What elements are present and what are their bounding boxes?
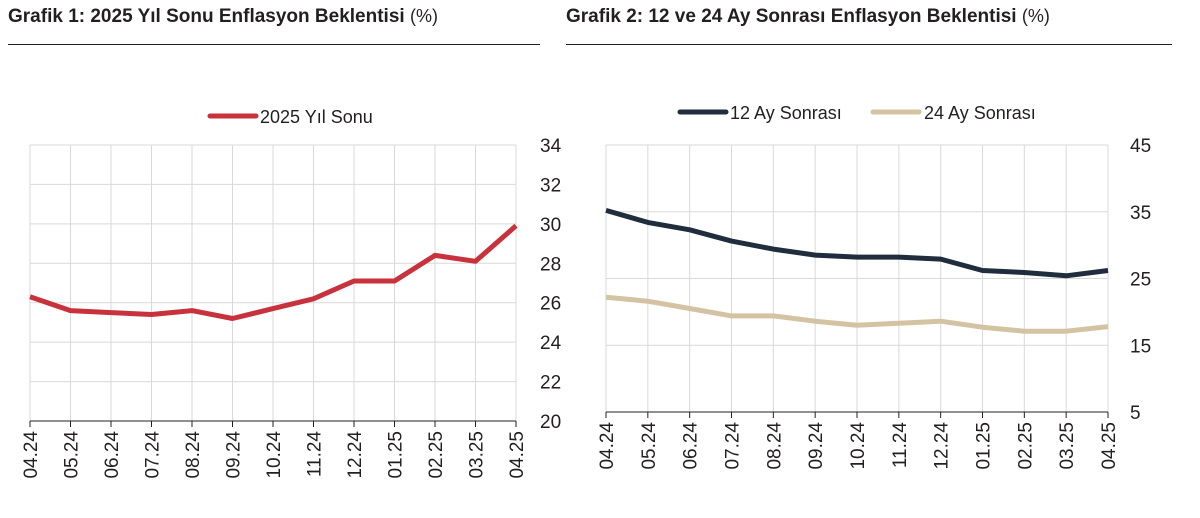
chart-2-xtick-label: 04.24: [597, 422, 618, 470]
chart-2-title-rule: [566, 44, 1172, 45]
chart-1-legend-label-1: 2025 Yıl Sonu: [260, 107, 373, 127]
chart-2-xtick-label: 11.24: [890, 422, 911, 469]
chart-2-legend-label-1: 12 Ay Sonrası: [730, 103, 842, 123]
chart-2-xtick-label: 09.24: [806, 422, 827, 470]
chart-1-ytick-label: 28: [540, 254, 561, 275]
chart-2-unit: (%): [1021, 6, 1050, 26]
chart-1-xtick-label: 03.25: [467, 431, 488, 479]
chart-1-xtick-label: 09.24: [224, 431, 245, 479]
chart-2-ytick-label: 15: [1130, 336, 1151, 357]
chart-2-xtick-label: 12.24: [932, 422, 953, 470]
chart-1-xtick-label: 02.25: [426, 431, 447, 479]
chart-1-ytick-label: 30: [540, 215, 561, 236]
chart-1-title-block: Grafik 1: 2025 Yıl Sonu Enflasyon Beklen…: [8, 6, 438, 28]
chart-2-ytick-label: 5: [1130, 403, 1141, 424]
chart-2-xtick-label: 06.24: [681, 422, 702, 470]
chart-2-ytick-label: 35: [1130, 203, 1151, 224]
chart-1-ytick-label: 32: [540, 175, 561, 196]
chart-2-xtick-label: 01.25: [974, 422, 995, 470]
chart-2-xtick-label: 02.25: [1015, 422, 1036, 470]
chart-2-ytick-label: 25: [1130, 270, 1151, 291]
chart-2-xtick-label: 03.25: [1057, 422, 1078, 470]
chart-2-series-line-2: [605, 294, 1109, 334]
chart-1-unit: (%): [409, 6, 438, 26]
chart-1-xtick-label: 11.24: [305, 431, 326, 478]
chart-1-xtick-label: 04.24: [21, 431, 42, 479]
chart-1-ytick-label: 20: [540, 412, 561, 433]
chart-1-xtick-label: 01.25: [386, 431, 407, 479]
chart-1-ytick-label: 26: [540, 294, 561, 315]
chart-2-legend-label-2: 24 Ay Sonrası: [924, 103, 1036, 123]
chart-1-title-rule: [8, 44, 540, 45]
chart-2-xtick-label: 04.25: [1099, 422, 1120, 470]
chart-2-xtick-label: 08.24: [764, 422, 785, 470]
chart-2-title: Grafik 2: 12 ve 24 Ay Sonrası Enflasyon …: [566, 6, 1017, 27]
chart-2-xtick-label: 05.24: [639, 422, 660, 470]
chart-2-xtick-label: 07.24: [723, 422, 744, 470]
chart-1-xtick-label: 04.25: [507, 431, 528, 479]
chart-2-series-line-1: [605, 207, 1109, 279]
chart-2-xtick-label: 10.24: [848, 422, 869, 470]
chart-1-xtick-label: 12.24: [345, 431, 366, 479]
chart-1-title: Grafik 1: 2025 Yıl Sonu Enflasyon Beklen…: [8, 6, 405, 27]
chart-1-xtick-label: 08.24: [183, 431, 204, 479]
chart-1-ytick-label: 22: [540, 373, 561, 394]
chart-1-xtick-label: 06.24: [102, 431, 123, 479]
chart-1-xtick-label: 05.24: [62, 431, 83, 479]
chart-1-xtick-label: 10.24: [264, 431, 285, 479]
chart-1-ytick-label: 24: [540, 333, 562, 354]
chart-2-title-block: Grafik 2: 12 ve 24 Ay Sonrası Enflasyon …: [566, 6, 1050, 28]
chart-1-xtick-label: 07.24: [143, 431, 164, 479]
chart-1-series-line-1: [29, 223, 518, 321]
chart-2-ytick-label: 45: [1130, 136, 1151, 157]
chart-1-ytick-label: 34: [540, 136, 562, 157]
